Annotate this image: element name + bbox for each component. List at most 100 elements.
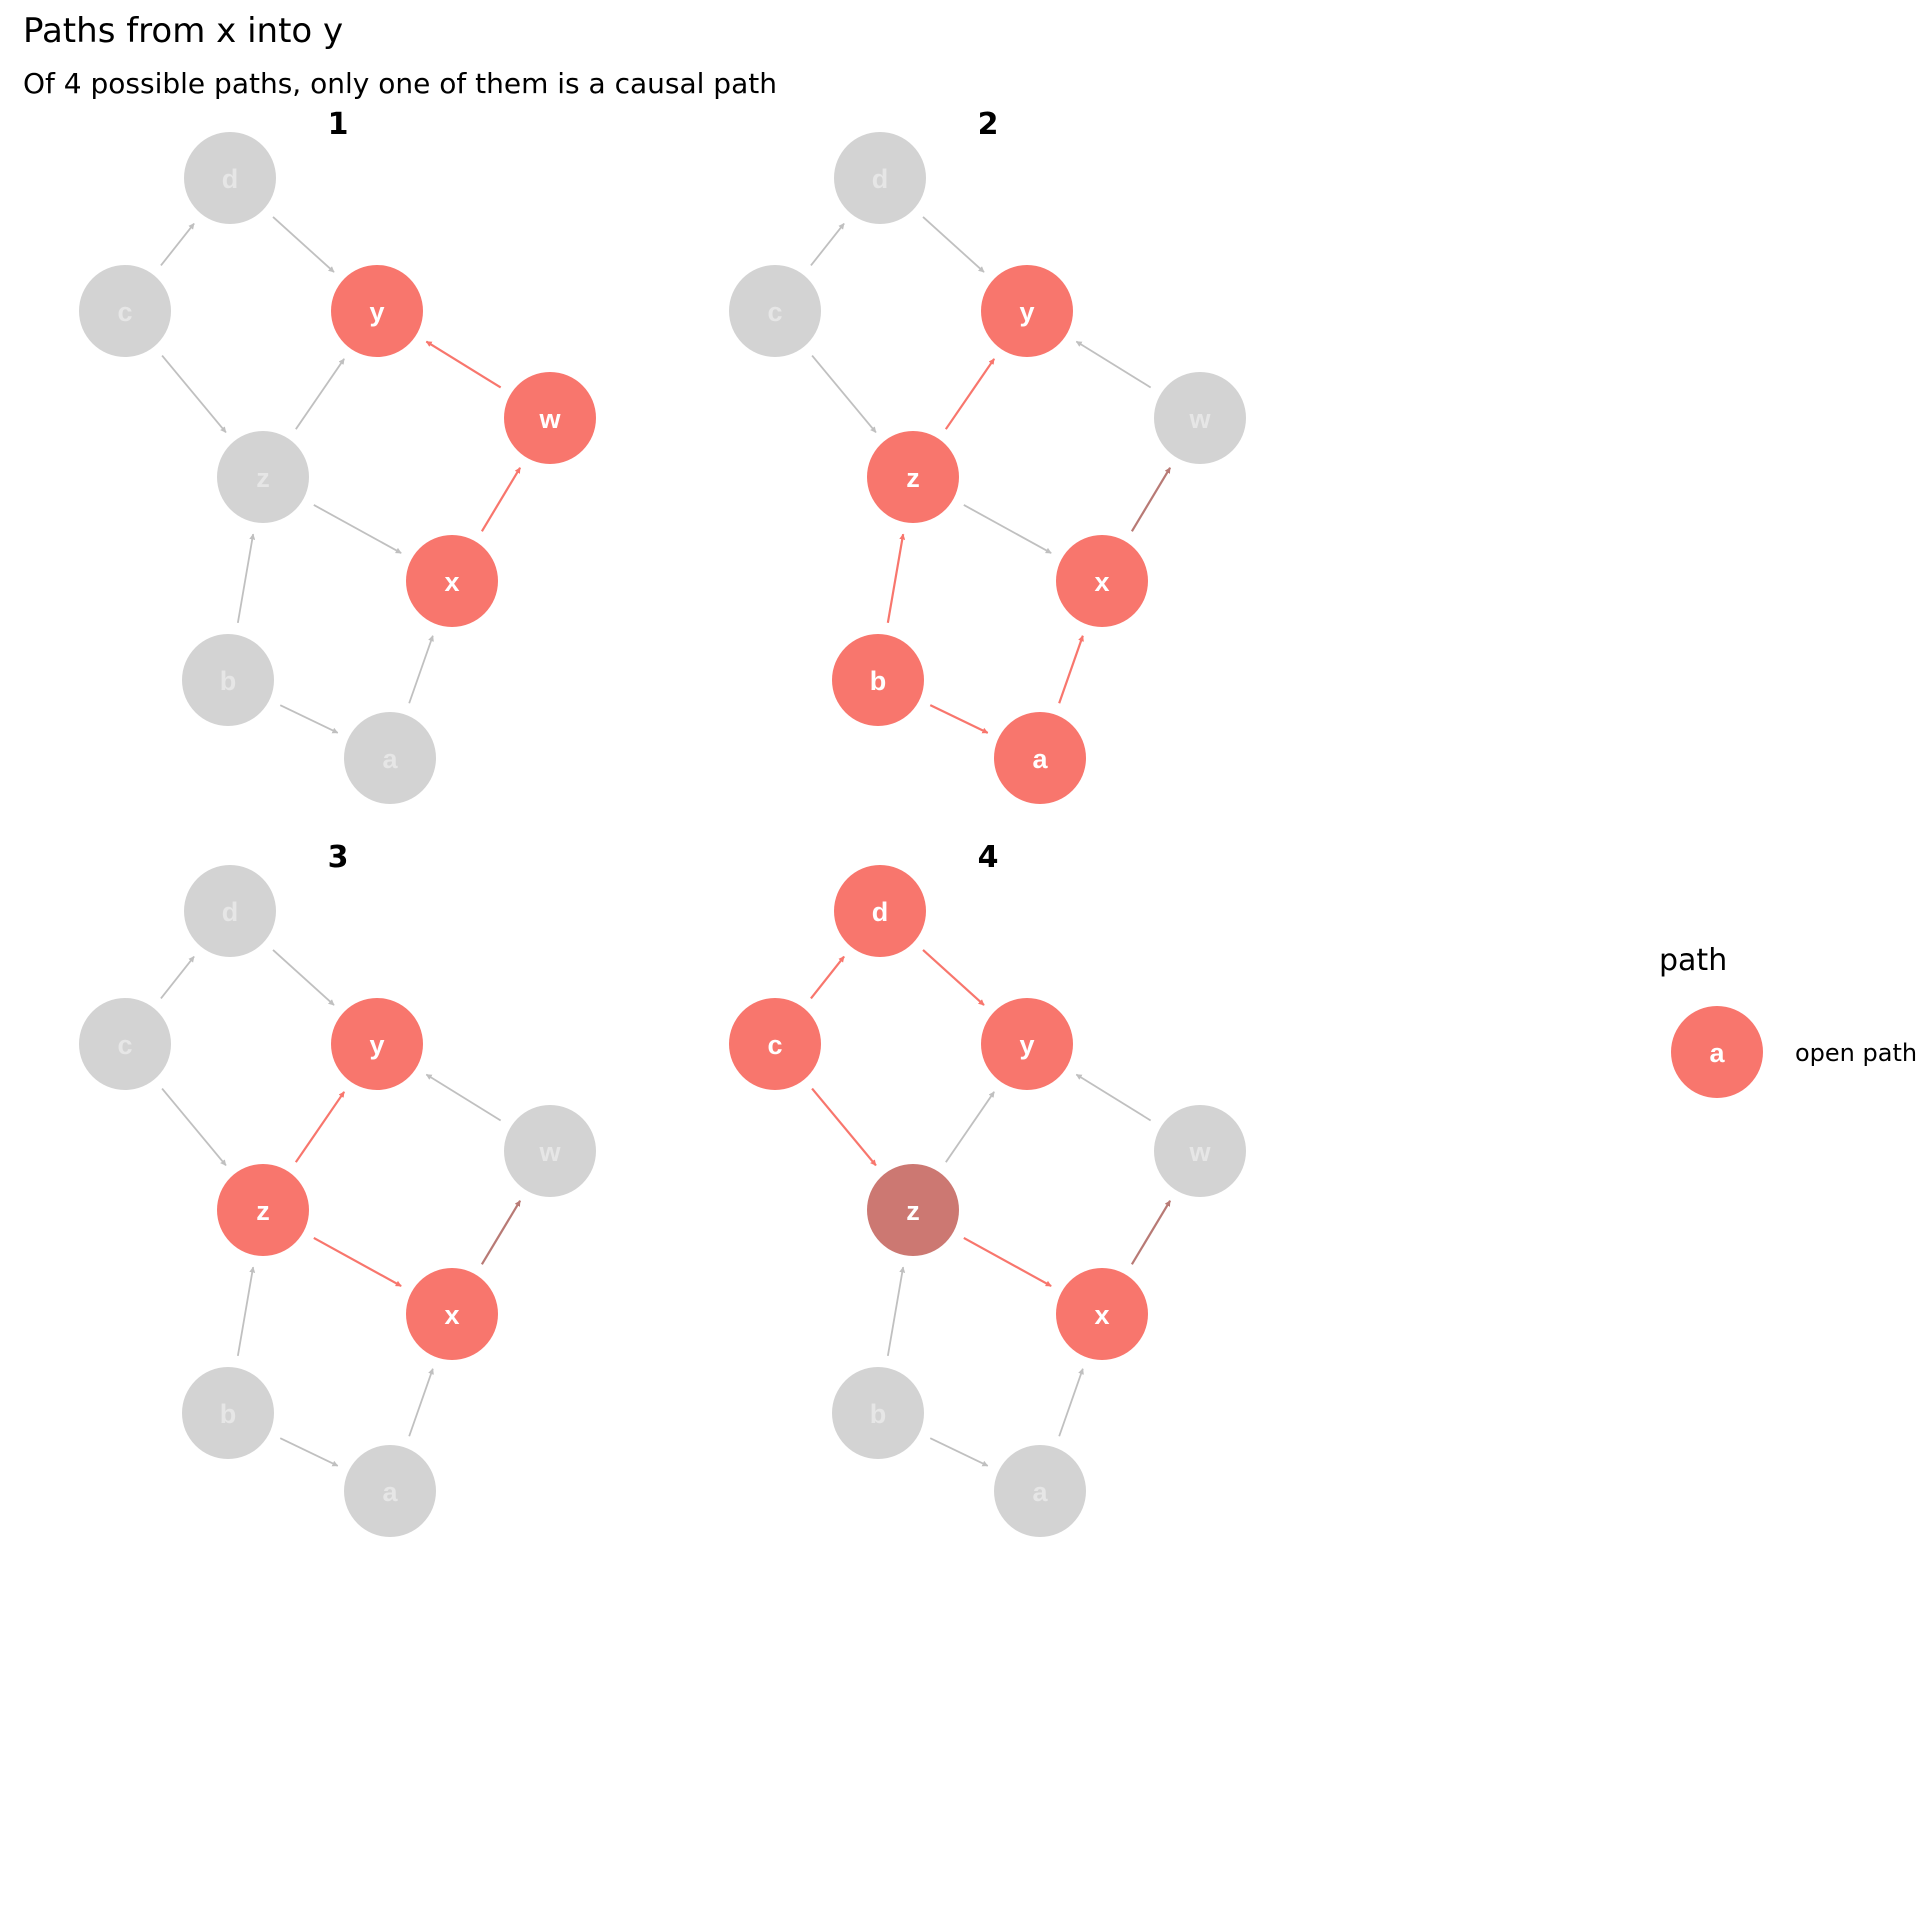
node-label: x [1094, 1300, 1109, 1330]
panel-3: 3 d c y w z x b a [79, 840, 596, 1537]
node-circle [344, 1445, 436, 1537]
node-label: z [906, 463, 920, 493]
node-circle [217, 1164, 309, 1256]
node-circle [867, 1164, 959, 1256]
edge-c-z [811, 355, 877, 433]
node-b: b [832, 634, 924, 726]
edge-w-y [425, 340, 502, 389]
edge-x-w [480, 467, 522, 532]
node-label: w [1188, 404, 1211, 434]
edge-b-z [886, 533, 906, 624]
node-d: d [834, 865, 926, 957]
node-label: d [222, 897, 239, 927]
node-a: a [344, 1445, 436, 1537]
node-z: z [217, 1164, 309, 1256]
node-label: a [382, 744, 398, 774]
node-label: d [872, 164, 889, 194]
edge-c-d [810, 222, 845, 267]
node-c: c [79, 998, 171, 1090]
node-c: c [79, 265, 171, 357]
node-label: d [222, 164, 239, 194]
edge-w-y [425, 1073, 502, 1122]
node-label: z [906, 1196, 920, 1226]
edge-c-z [811, 1087, 877, 1167]
node-w: w [1154, 372, 1246, 464]
edge-d-y [272, 216, 335, 273]
edge-d-y [272, 949, 335, 1006]
node-label: y [369, 297, 384, 327]
edge-b-a [279, 704, 339, 734]
node-label: w [1188, 1137, 1211, 1167]
node-label: b [870, 1399, 887, 1429]
node-circle [331, 265, 423, 357]
node-w: w [504, 1105, 596, 1197]
node-circle [182, 1367, 274, 1459]
panel-title: 3 [328, 840, 349, 875]
node-label: z [256, 463, 270, 493]
node-circle [79, 998, 171, 1090]
node-circle [1056, 1268, 1148, 1360]
panel-1: 1 d c y w z x b a [79, 107, 596, 804]
node-label: a [382, 1477, 398, 1507]
panel-title: 1 [328, 107, 349, 142]
edge-d-y [922, 216, 985, 273]
node-label: c [117, 297, 132, 327]
node-label: y [1019, 297, 1034, 327]
edge-x-w [1130, 467, 1172, 532]
node-circle [729, 998, 821, 1090]
node-b: b [182, 634, 274, 726]
edge-a-x [1058, 1368, 1084, 1437]
node-circle [729, 265, 821, 357]
node-a: a [994, 712, 1086, 804]
node-circle [406, 535, 498, 627]
edge-z-x [963, 504, 1052, 554]
node-y: y [331, 998, 423, 1090]
node-w: w [1154, 1105, 1246, 1197]
node-z: z [867, 431, 959, 523]
node-x: x [1056, 535, 1148, 627]
node-label: y [1019, 1030, 1034, 1060]
node-circle [981, 265, 1073, 357]
edge-c-z [161, 355, 227, 433]
node-label: c [767, 1030, 782, 1060]
node-label: y [369, 1030, 384, 1060]
node-label: d [872, 897, 889, 927]
node-d: d [184, 865, 276, 957]
node-label: b [870, 666, 887, 696]
legend-title: path [1659, 943, 1727, 978]
node-label: c [117, 1030, 132, 1060]
edge-z-x [313, 504, 402, 554]
node-circle [184, 132, 276, 224]
node-circle [1056, 535, 1148, 627]
legend-key-label: a [1709, 1038, 1725, 1068]
edge-b-a [279, 1437, 339, 1467]
node-circle [79, 265, 171, 357]
edge-b-a [929, 704, 989, 734]
node-circle [994, 1445, 1086, 1537]
node-label: w [538, 404, 561, 434]
edge-z-y [945, 1091, 995, 1163]
node-label: x [444, 567, 459, 597]
node-label: x [444, 1300, 459, 1330]
node-d: d [184, 132, 276, 224]
node-label: b [220, 666, 237, 696]
edge-z-y [294, 1091, 346, 1163]
node-a: a [344, 712, 436, 804]
node-x: x [1056, 1268, 1148, 1360]
node-circle [1154, 1105, 1246, 1197]
node-c: c [729, 265, 821, 357]
node-circle [994, 712, 1086, 804]
edge-b-z [236, 1266, 256, 1356]
edge-a-x [408, 1368, 434, 1437]
node-a: a [994, 1445, 1086, 1537]
node-y: y [981, 265, 1073, 357]
legend-key-node [1671, 1006, 1763, 1098]
node-d: d [834, 132, 926, 224]
figure-title: Paths from x into y [23, 11, 343, 51]
edge-b-z [236, 533, 256, 623]
node-b: b [832, 1367, 924, 1459]
node-circle [834, 865, 926, 957]
node-circle [981, 998, 1073, 1090]
node-x: x [406, 535, 498, 627]
